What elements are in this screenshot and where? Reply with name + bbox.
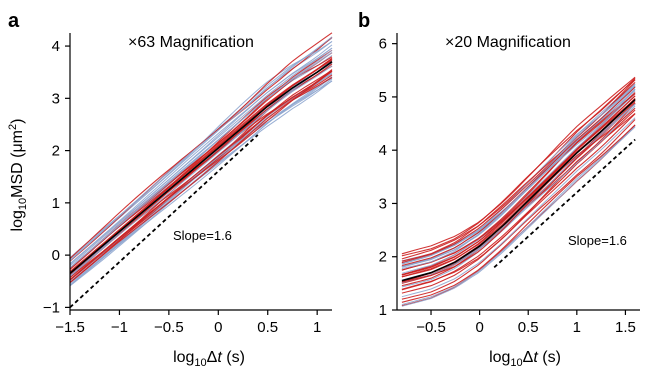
x-tick-label: −1 [111,319,128,336]
x-tick-label: 0 [475,319,483,336]
trajectory-line-blue [69,65,333,277]
y-tick-label: 1 [52,195,60,212]
panel-b-title: ×20 Magnification [445,34,571,51]
x-tick-label: 1 [313,319,321,336]
x-tick-label: 1 [573,319,581,336]
panel-a-axes: −1.5 −1 −0.5 0 0.5 1 −1 0 1 2 3 4 [43,33,332,336]
trajectory-line-blue [401,103,636,284]
trajectory-line-red [401,113,636,294]
panel-b-plot-area [401,76,636,307]
y-tick-label: 1 [379,302,387,319]
panel-a-x-axis-label: log10Δt (s) [173,349,245,369]
trajectory-line-blue [69,49,333,269]
x-tick-label: 0.5 [518,319,539,336]
trajectory-line-blue [401,89,636,270]
trajectory-line-red [69,32,333,259]
trajectory-line-blue [69,78,333,284]
y-tick-label: 0 [52,247,60,264]
trajectory-line-red [401,107,636,283]
trajectory-line-blue [401,126,636,307]
x-tick-label: −1.5 [55,319,85,336]
panel-a-letter: a [8,10,20,32]
panel-a-title: ×63 Magnification [128,34,254,51]
slope-reference-line [69,134,259,309]
trajectory-line-blue [69,47,333,267]
trajectory-line-blue [69,76,333,283]
trajectory-line-blue [69,36,333,261]
trajectory-line-red [401,77,636,257]
y-tick-label: −1 [43,299,60,316]
panel-a: a ×63 Magnification −1.5 −1 −0.5 0 0.5 1 −1 0 1 2… [7,10,333,369]
trajectory-line-red [69,58,333,273]
x-tick-label: 1.5 [615,319,636,336]
x-tick-label: −0.5 [154,319,184,336]
trajectory-line-blue [69,80,333,287]
y-tick-label: 4 [379,142,387,159]
y-tick-label: 6 [379,36,387,53]
trajectory-line-blue [69,52,333,269]
trajectory-line-red [401,119,636,300]
panel-b-x-axis-label: log10Δt (s) [489,349,561,369]
trajectory-line-blue [401,117,636,298]
trajectory-line-blue [69,44,333,264]
y-tick-label: 3 [379,195,387,212]
y-tick-label: 2 [379,249,387,266]
panel-a-slope-annotation: Slope=1.6 [173,228,232,243]
mean-msd-curve [401,99,636,282]
panel-b-slope-annotation: Slope=1.6 [568,233,627,248]
mean-msd-curve [69,61,333,275]
trajectory-line-red [401,103,636,287]
x-tick-label: 0 [214,319,222,336]
panel-b: b ×20 Magnification −0.5 0 0.5 1 1.5 1 2 3 4 5 6 S… [358,10,640,369]
panel-b-letter: b [358,10,370,32]
trajectory-line-red [401,95,636,276]
y-tick-label: 5 [379,89,387,106]
y-tick-label: 3 [52,90,60,107]
y-tick-label: 4 [52,38,60,55]
trajectory-line-red [401,76,636,255]
panel-a-y-axis-label: log10MSD (μm2) [7,119,29,232]
panel-a-plot-area [69,32,333,309]
trajectory-line-blue [401,125,636,306]
panel-b-axes: −0.5 0 0.5 1 1.5 1 2 3 4 5 6 [379,33,640,336]
trajectory-line-red [401,124,636,303]
trajectory-line-blue [401,105,636,288]
trajectory-line-red [69,70,333,284]
slope-reference-line [493,138,636,269]
x-tick-label: −0.5 [416,319,446,336]
x-tick-label: 0.5 [257,319,278,336]
y-tick-label: 2 [52,143,60,160]
